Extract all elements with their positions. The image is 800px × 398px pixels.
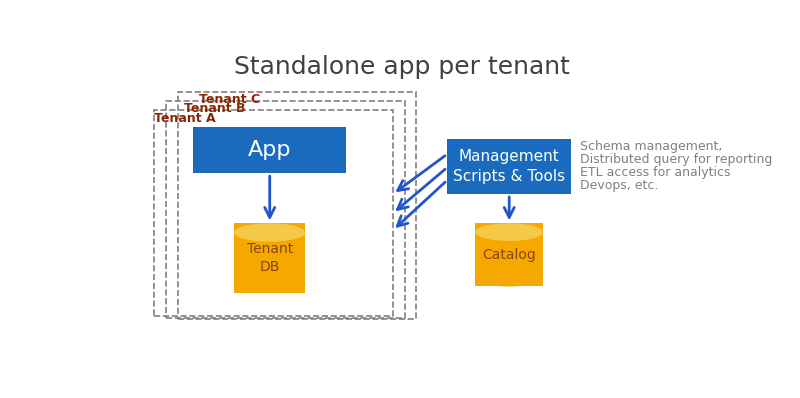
- Bar: [447, 139, 571, 194]
- Bar: [475, 223, 543, 287]
- Text: ETL access for analytics: ETL access for analytics: [581, 166, 731, 179]
- Ellipse shape: [475, 223, 543, 241]
- Text: Schema management,: Schema management,: [581, 140, 723, 153]
- Bar: [475, 232, 543, 278]
- Text: Tenant A: Tenant A: [154, 112, 216, 125]
- Ellipse shape: [475, 269, 543, 287]
- Text: Devops, etc.: Devops, etc.: [581, 179, 659, 192]
- Ellipse shape: [234, 274, 306, 293]
- Bar: [234, 223, 306, 293]
- Bar: [234, 232, 306, 283]
- Bar: [178, 92, 416, 319]
- Text: Catalog: Catalog: [482, 248, 536, 262]
- Bar: [166, 101, 405, 318]
- Bar: [193, 127, 346, 173]
- Bar: [154, 110, 393, 316]
- Text: Tenant B: Tenant B: [184, 102, 245, 115]
- Text: Tenant
DB: Tenant DB: [246, 242, 293, 273]
- Text: App: App: [248, 140, 291, 160]
- Text: Tenant C: Tenant C: [199, 93, 260, 106]
- Text: Management
Scripts & Tools: Management Scripts & Tools: [453, 149, 566, 184]
- Text: Distributed query for reporting: Distributed query for reporting: [581, 153, 773, 166]
- Text: Standalone app per tenant: Standalone app per tenant: [234, 55, 570, 80]
- Ellipse shape: [234, 223, 306, 242]
